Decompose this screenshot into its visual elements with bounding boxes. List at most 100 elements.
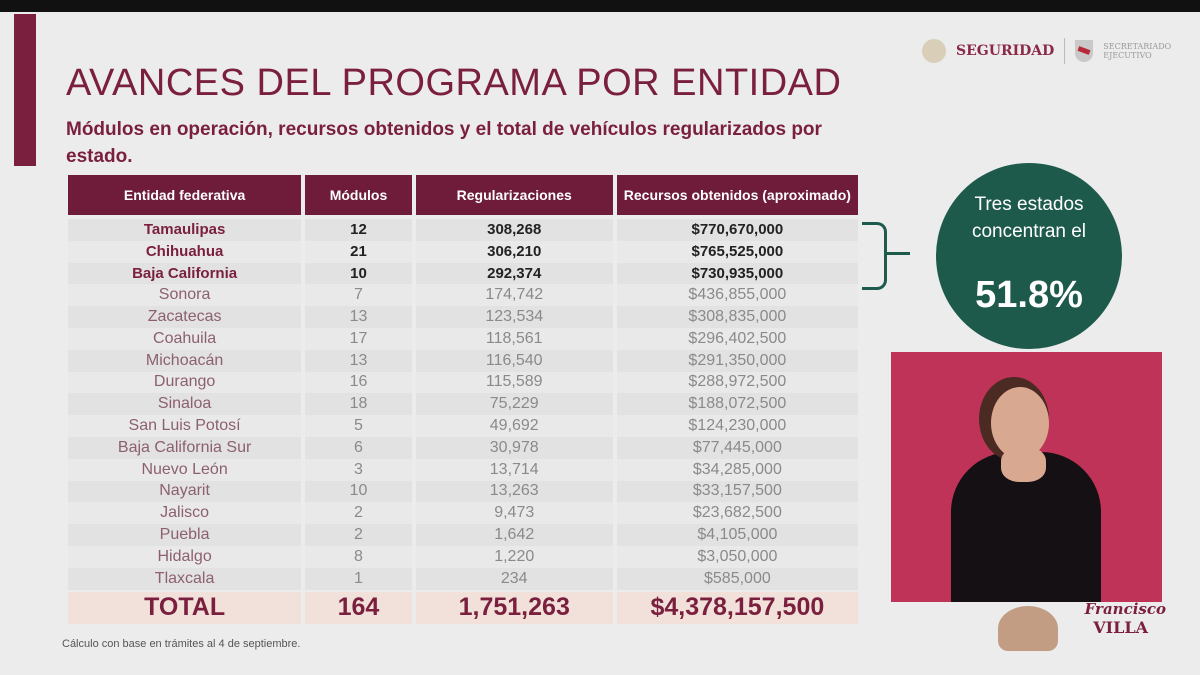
entity-cell: Nayarit: [68, 480, 302, 503]
regularizations-cell: 1,220: [415, 545, 613, 568]
footnote: Cálculo con base en trámites al 4 de sep…: [62, 638, 301, 650]
francisco-villa-logo: Francisco VILLA: [990, 600, 1170, 655]
table-row: Chihuahua 21 306,210 $765,525,000: [68, 240, 858, 263]
modules-cell: 2: [305, 524, 412, 546]
modules-cell: 16: [305, 371, 412, 394]
entity-cell: Hidalgo: [68, 545, 302, 568]
resources-cell: $288,972,500: [616, 371, 858, 394]
shield-icon: [1075, 40, 1094, 62]
table-row: Puebla 2 1,642 $4,105,000: [68, 524, 858, 546]
column-header: Módulos: [305, 175, 412, 219]
regularizations-cell: 118,561: [415, 327, 613, 350]
seal-icon: [922, 39, 946, 63]
resources-cell: $4,105,000: [616, 524, 858, 546]
regularizations-cell: 234: [415, 567, 613, 590]
column-header: Recursos obtenidos (aproximado): [616, 175, 858, 219]
table-row: Sinaloa 18 75,229 $188,072,500: [68, 393, 858, 416]
regularizations-cell: 115,589: [415, 371, 613, 394]
regularizations-cell: 49,692: [415, 415, 613, 437]
villa-logo-line2: VILLA: [1093, 618, 1148, 637]
total-cell: TOTAL: [68, 589, 302, 624]
secretariado-logo: SECRETARIADO EJECUTIVO: [1103, 42, 1172, 60]
resources-cell: $33,157,500: [616, 480, 858, 503]
column-header: Entidad federativa: [68, 175, 302, 219]
villa-portrait: [998, 606, 1058, 651]
table-row: Jalisco 2 9,473 $23,682,500: [68, 502, 858, 525]
callout-percent: 51.8%: [975, 274, 1083, 316]
entity-cell: Nuevo León: [68, 458, 302, 481]
accent-bar: [14, 14, 36, 166]
total-row: TOTAL 164 1,751,263 $4,378,157,500: [68, 589, 858, 624]
resources-cell: $765,525,000: [616, 240, 858, 263]
entity-cell: Baja California Sur: [68, 436, 302, 459]
bracket-pointer: [886, 252, 910, 255]
entity-cell: Chihuahua: [68, 240, 302, 263]
page-title: AVANCES DEL PROGRAMA POR ENTIDAD: [66, 62, 842, 104]
villa-logo-line1: Francisco: [1084, 600, 1166, 618]
entity-cell: Jalisco: [68, 502, 302, 525]
total-cell: 164: [305, 589, 412, 624]
modules-cell: 8: [305, 545, 412, 568]
resources-cell: $436,855,000: [616, 284, 858, 307]
total-cell: $4,378,157,500: [616, 589, 858, 624]
modules-cell: 10: [305, 262, 412, 285]
regularizations-cell: 116,540: [415, 349, 613, 372]
table-row: Baja California Sur 6 30,978 $77,445,000: [68, 436, 858, 459]
resources-cell: $291,350,000: [616, 349, 858, 372]
seguridad-logo: SEGURIDAD: [956, 43, 1055, 59]
table-row: Durango 16 115,589 $288,972,500: [68, 371, 858, 394]
modules-cell: 10: [305, 480, 412, 503]
resources-cell: $730,935,000: [616, 262, 858, 285]
table-row: Michoacán 13 116,540 $291,350,000: [68, 349, 858, 372]
header-logos: SEGURIDAD SECRETARIADO EJECUTIVO: [922, 38, 1183, 64]
regularizations-cell: 13,263: [415, 480, 613, 503]
resources-cell: $296,402,500: [616, 327, 858, 350]
table-row: Baja California 10 292,374 $730,935,000: [68, 262, 858, 285]
bracket-icon: [862, 222, 887, 290]
regularizations-cell: 308,268: [415, 219, 613, 241]
total-cell: 1,751,263: [415, 589, 613, 624]
modules-cell: 18: [305, 393, 412, 416]
column-header: Regularizaciones: [415, 175, 613, 219]
entity-cell: Puebla: [68, 524, 302, 546]
data-table: Entidad federativa Módulos Regularizacione…: [64, 175, 862, 624]
modules-cell: 1: [305, 567, 412, 590]
entity-cell: San Luis Potosí: [68, 415, 302, 437]
resources-cell: $308,835,000: [616, 306, 858, 328]
table-row: Tlaxcala 1 234 $585,000: [68, 567, 858, 590]
regularizations-cell: 306,210: [415, 240, 613, 263]
regularizations-cell: 123,534: [415, 306, 613, 328]
table-row: Hidalgo 8 1,220 $3,050,000: [68, 545, 858, 568]
resources-cell: $770,670,000: [616, 219, 858, 241]
table-row: San Luis Potosí 5 49,692 $124,230,000: [68, 415, 858, 437]
modules-cell: 21: [305, 240, 412, 263]
table-row: Nuevo León 3 13,714 $34,285,000: [68, 458, 858, 481]
modules-cell: 3: [305, 458, 412, 481]
resources-cell: $188,072,500: [616, 393, 858, 416]
modules-cell: 6: [305, 436, 412, 459]
resources-cell: $3,050,000: [616, 545, 858, 568]
entity-cell: Tamaulipas: [68, 219, 302, 241]
logo-divider: [1064, 38, 1066, 64]
table-row: Zacatecas 13 123,534 $308,835,000: [68, 306, 858, 328]
modules-cell: 2: [305, 502, 412, 525]
entity-cell: Sonora: [68, 284, 302, 307]
modules-cell: 7: [305, 284, 412, 307]
regularizations-cell: 1,642: [415, 524, 613, 546]
resources-cell: $124,230,000: [616, 415, 858, 437]
resources-cell: $34,285,000: [616, 458, 858, 481]
table-row: Sonora 7 174,742 $436,855,000: [68, 284, 858, 307]
regularizations-cell: 75,229: [415, 393, 613, 416]
callout-text: Tres estados concentran el: [971, 194, 1087, 242]
table-row: Nayarit 10 13,263 $33,157,500: [68, 480, 858, 503]
entity-cell: Coahuila: [68, 327, 302, 350]
modules-cell: 17: [305, 327, 412, 350]
interpreter-hands: [1001, 447, 1046, 482]
sign-language-interpreter-video: [891, 352, 1162, 602]
modules-cell: 12: [305, 219, 412, 241]
callout-circle: Tres estados concentran el 51.8%: [936, 163, 1122, 349]
page-subtitle: Módulos en operación, recursos obtenidos…: [66, 119, 822, 167]
resources-cell: $585,000: [616, 567, 858, 590]
modules-cell: 5: [305, 415, 412, 437]
regularizations-cell: 174,742: [415, 284, 613, 307]
